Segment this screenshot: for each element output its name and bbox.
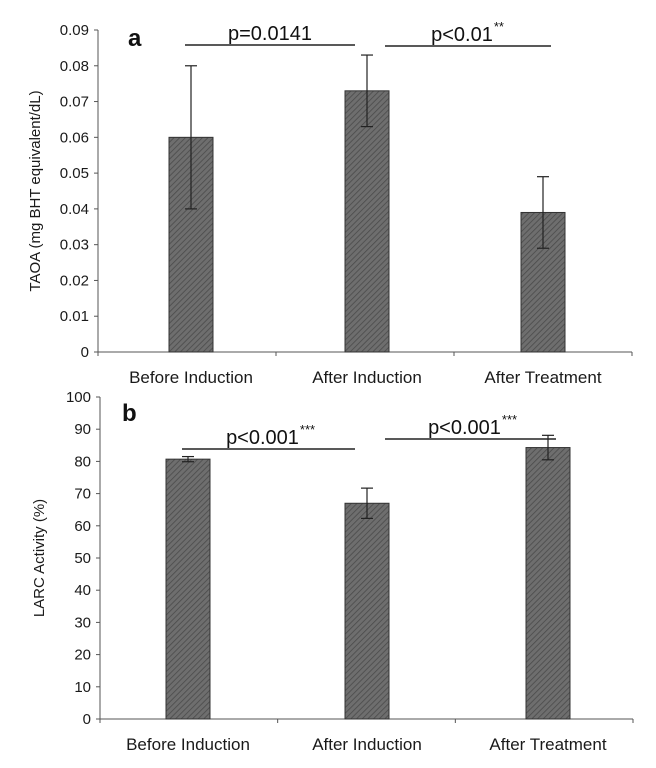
bar [344,502,390,720]
category-label: After Induction [312,735,422,754]
category-label: After Treatment [489,735,606,754]
y-tick-label: 70 [74,486,91,503]
y-tick-label: 20 [74,647,91,664]
y-tick-label: 40 [74,582,91,599]
y-tick-label: 0.06 [60,129,89,146]
y-tick-label: 10 [74,679,91,696]
category-label: Before Induction [126,735,250,754]
bar [344,90,390,353]
chart-panel-b: 0 10 20 30 40 50 60 70 80 90 100 Before Induction Af… [31,389,634,754]
y-tick-label: 60 [74,518,91,535]
significance-stars: *** [300,422,315,437]
panel-label: b [122,400,137,427]
y-tick-label: 80 [74,453,91,470]
category-label: After Induction [312,368,422,387]
bar [165,458,211,720]
y-tick-label: 90 [74,421,91,438]
y-axis-title: TAOA (mg BHT equivalent/dL) [27,90,44,291]
y-tick-label: 0.03 [60,237,89,254]
y-tick-label: 0.02 [60,272,89,289]
significance-stars: *** [502,412,517,427]
y-tick-label: 0 [81,344,89,361]
y-tick-label: 0.04 [60,201,89,218]
p-value-label: p=0.0141 [228,23,312,45]
bar [168,136,214,353]
y-tick-label: 50 [74,550,91,567]
y-tick-label: 0.01 [60,308,89,325]
y-tick-label: 0.07 [60,94,89,111]
y-tick-label: 0.08 [60,58,89,75]
panel-label: a [128,25,142,52]
y-tick-label: 0.05 [60,165,89,182]
y-tick-label: 0.09 [60,22,89,39]
bar [525,447,571,720]
y-tick-label: 0 [83,711,91,728]
category-label: Before Induction [129,368,253,387]
category-label: After Treatment [484,368,601,387]
chart-panel-a: 0 0.01 0.02 0.03 0.04 0.05 0.06 0.07 0.08 0.09 Bef… [27,19,633,387]
p-value-label: p<0.001 [428,417,501,439]
y-tick-label: 30 [74,614,91,631]
p-value-label: p<0.001 [226,427,299,449]
y-tick-label: 100 [66,389,91,406]
p-value-label: p<0.01 [431,24,493,46]
significance-stars: ** [494,19,504,34]
y-axis-title: LARC Activity (%) [31,499,48,617]
